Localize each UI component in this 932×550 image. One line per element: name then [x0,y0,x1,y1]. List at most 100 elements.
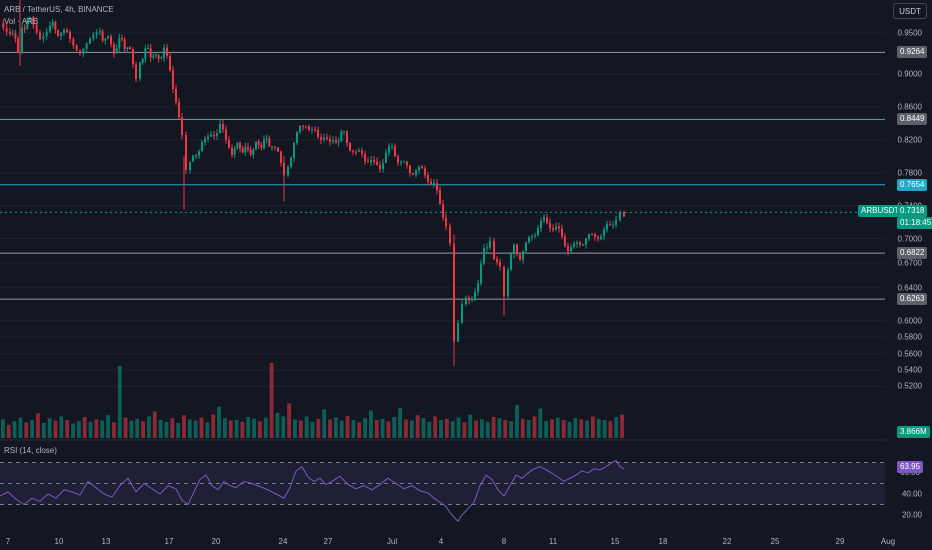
candle-body [329,139,331,142]
volume-bar [141,421,146,438]
volume-bar [246,417,251,438]
candle-body [236,142,239,149]
volume-bar [199,417,204,438]
volume-bar [164,421,169,438]
candle-body [207,136,209,139]
time-tick-label: Jul [386,537,398,546]
volume-bar [65,420,70,438]
volume-bar [555,417,560,438]
volume-bar [176,423,181,438]
candle-body [225,129,227,141]
volume-bar [479,419,484,438]
candle-body [139,62,141,79]
volume-bar [152,411,157,438]
candle-body [418,167,420,171]
candle-body [537,228,539,236]
candle-body [172,70,174,89]
candle-body [49,25,51,32]
rsi-legend[interactable]: RSI (14, close) [4,446,57,455]
time-tick-label: 25 [770,537,780,546]
candle-body [132,49,134,65]
time-tick-label: 13 [101,537,111,546]
candle-body [468,297,470,301]
candle-body [17,38,19,54]
candle-body [461,304,463,324]
candle-body [421,167,423,169]
volume-bar [240,421,245,438]
candle-body [2,23,5,28]
volume-bar [12,421,17,438]
candle-body [314,129,316,131]
candle-body [600,236,602,240]
candle-body [397,156,399,163]
candle-body [85,43,88,49]
rsi-value-tag: 63.95 [897,460,924,473]
candle-body [213,134,215,137]
candle-body [204,138,206,143]
volume-bar [585,420,589,438]
volume-bar [474,420,478,438]
volume-bar [293,419,297,438]
volume-bar [193,420,198,438]
candle-body [198,151,200,156]
candle-body [379,165,381,170]
candle-body [364,153,366,162]
candle-body [82,48,85,54]
candle-body [123,39,126,50]
candle-body [257,141,260,146]
candle-body [391,146,393,148]
volume-bar [47,418,52,438]
candle-body [63,29,65,33]
price-tick-label: 0.9000 [897,69,922,79]
volume-bar [18,417,23,438]
price-tick-label: 0.5400 [897,365,922,375]
time-tick-label: 11 [548,537,558,546]
candle-body [305,126,307,128]
candle-body [185,134,187,170]
candle-body [540,220,542,229]
volume-bar [509,421,514,438]
volume-bar [386,421,391,438]
volume-bar [88,421,93,438]
volume-bar [444,418,449,438]
volume-bar [579,419,584,438]
candle-body [442,204,444,218]
volume-bar [263,417,268,438]
candle-body [228,140,230,149]
volume-bar [304,416,309,438]
candle-body [144,48,147,59]
candle-body [290,157,292,167]
candle-body [499,262,501,267]
candle-body [166,47,168,57]
currency-button[interactable]: USDT [893,3,927,19]
volume-bar [129,420,134,438]
candle-body [477,283,479,292]
price-tick-label: 0.5800 [897,332,922,342]
candle-body [21,27,23,54]
volume-bar [404,419,408,438]
candle-body [244,146,247,153]
candle-body [113,44,115,54]
volume-legend[interactable]: Vol · ARB [4,17,39,26]
candle-body [157,54,160,59]
candle-body [415,170,417,175]
candle-body [343,131,345,133]
candle-body [337,141,340,143]
volume-bar [24,422,29,438]
candle-body [323,137,325,140]
volume-bar [94,419,99,438]
candle-body [89,38,91,44]
rsi-tick-label: 20.00 [901,510,922,520]
volume-bar [415,415,420,438]
volume-bar [468,414,473,438]
volume-bar [158,420,163,438]
candle-body [147,48,149,50]
candle-body [60,32,62,36]
candle-body [35,24,38,33]
symbol-legend[interactable]: ARB / TetherUS, 4h, BINANCE [4,5,114,14]
candle-body [427,175,429,182]
candle-body [367,161,369,163]
candle-body [385,152,387,164]
